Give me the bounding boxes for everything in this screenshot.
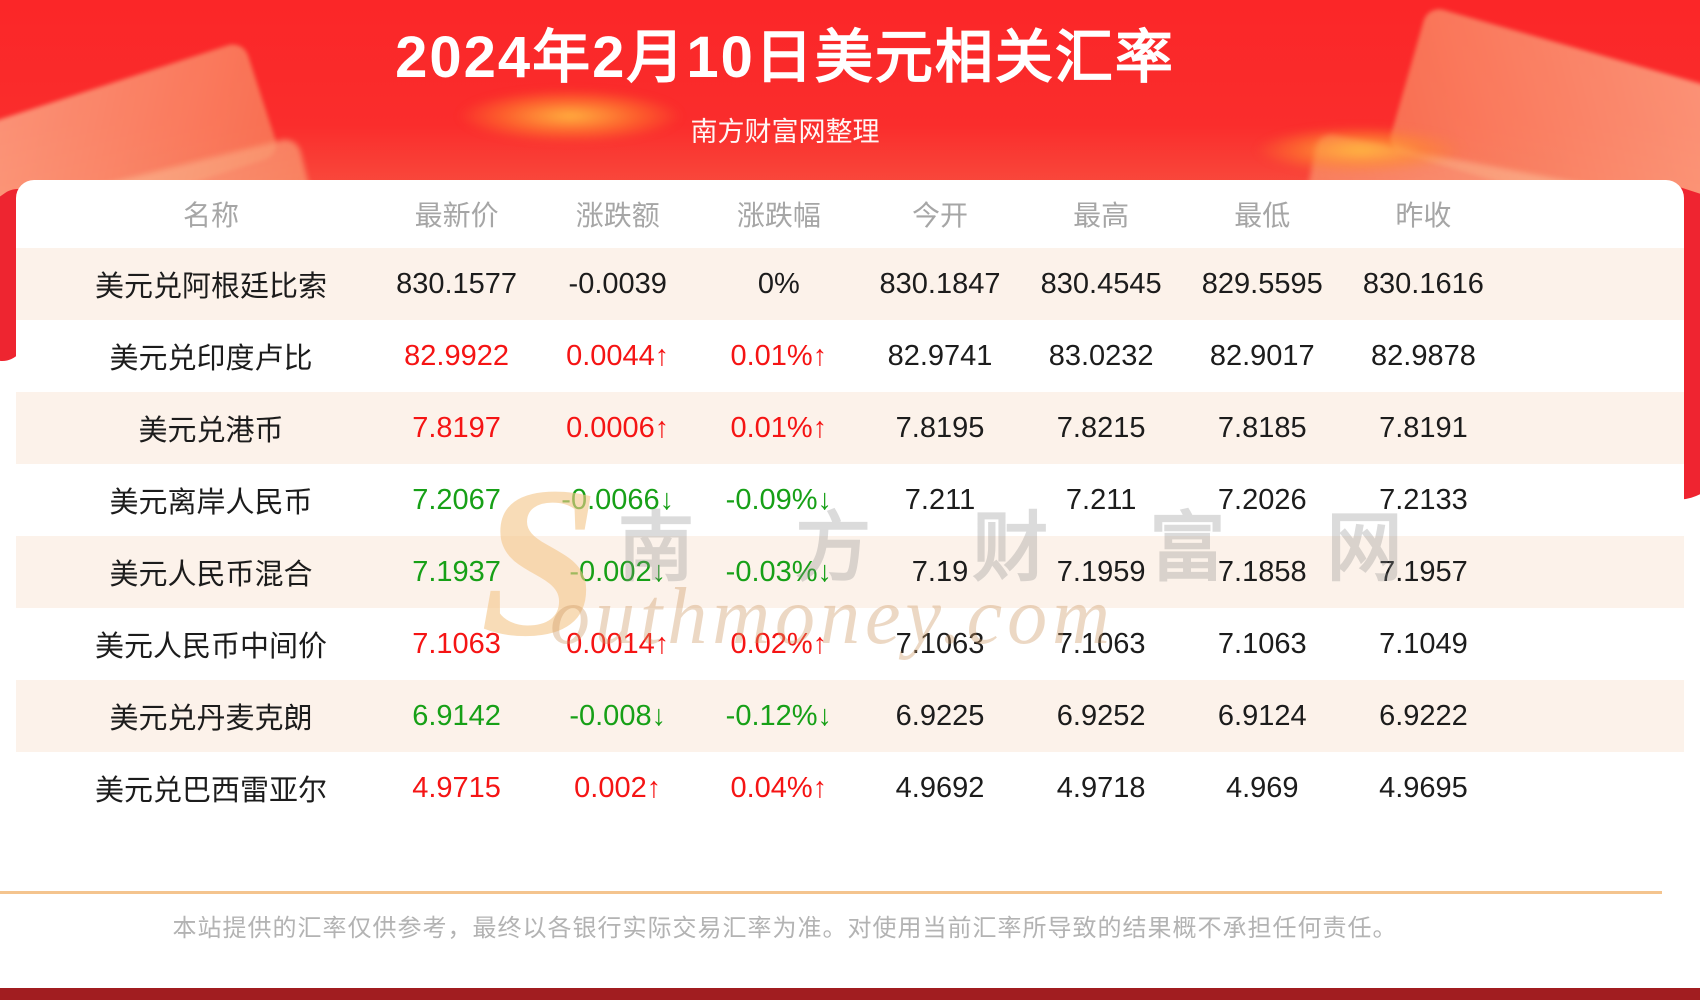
currency-pair-name: 美元兑丹麦克朗 (109, 703, 313, 735)
open-price: 7.19 (911, 555, 969, 588)
change-amount: 0.002↑ (574, 771, 662, 804)
currency-pair-name: 美元兑印度卢比 (109, 343, 313, 375)
high-price: 7.8215 (1056, 411, 1146, 444)
latest-price: 7.8197 (412, 411, 501, 444)
latest-price: 82.9922 (404, 339, 509, 372)
currency-pair-name: 美元人民币混合 (109, 559, 313, 591)
high-price: 7.1063 (1056, 627, 1146, 660)
banner-text: 2024年2月10日美元相关汇率 南方财富网整理 (0, 0, 1570, 149)
footer-divider-line (0, 891, 1662, 894)
currency-pair-name: 美元兑阿根廷比索 (94, 271, 327, 303)
column-header-high: 最高 (1073, 200, 1130, 231)
high-price: 83.0232 (1048, 339, 1154, 372)
column-header-change: 涨跌额 (575, 200, 660, 231)
change-percent: -0.09%↓ (725, 483, 833, 516)
currency-pair-name: 美元离岸人民币 (109, 487, 313, 519)
table-row: 美元兑丹麦克朗 6.9142 -0.008↓ -0.12%↓ 6.9225 6.… (16, 680, 1684, 752)
page-title: 2024年2月10日美元相关汇率 (395, 25, 1175, 90)
currency-pair-name: 美元兑港币 (138, 415, 284, 447)
rate-table-card: 名称 最新价 涨跌额 涨跌幅 今开 最高 最低 昨收 美元兑阿根廷比索 830.… (16, 180, 1684, 824)
currency-pair-name: 美元兑巴西雷亚尔 (94, 775, 327, 807)
table-row: 美元兑巴西雷亚尔 4.9715 0.002↑ 0.04%↑ 4.9692 4.9… (16, 752, 1684, 824)
low-price: 7.1063 (1217, 627, 1307, 660)
change-amount: 0.0014↑ (566, 627, 670, 660)
low-price: 7.1858 (1217, 555, 1307, 588)
table-row: 美元人民币混合 7.1937 -0.002↓ -0.03%↓ 7.19 7.19… (16, 536, 1684, 608)
prev-close-price: 7.1049 (1379, 627, 1468, 660)
prev-close-price: 7.2133 (1379, 483, 1468, 516)
open-price: 7.8195 (895, 411, 985, 444)
prev-close-price: 7.1957 (1379, 555, 1468, 588)
open-price: 4.9692 (895, 771, 985, 804)
page-subtitle: 南方财富网整理 (690, 117, 880, 147)
prev-close-price: 7.8191 (1379, 411, 1468, 444)
low-price: 829.5595 (1201, 267, 1323, 300)
column-header-prev-close: 昨收 (1395, 200, 1452, 231)
rate-table-body: 美元兑阿根廷比索 830.1577 -0.0039 0% 830.1847 83… (16, 248, 1684, 824)
column-header-change-pct: 涨跌幅 (736, 200, 821, 231)
low-price: 7.2026 (1217, 483, 1307, 516)
prev-close-price: 4.9695 (1379, 771, 1468, 804)
change-percent: 0.02%↑ (730, 627, 828, 660)
change-percent: -0.03%↓ (725, 555, 833, 588)
disclaimer-text: 本站提供的汇率仅供参考，最终以各银行实际交易汇率为准。对使用当前汇率所导致的结果… (172, 915, 1398, 942)
footer: 本站提供的汇率仅供参考，最终以各银行实际交易汇率为准。对使用当前汇率所导致的结果… (0, 908, 1570, 943)
low-price: 7.8185 (1217, 411, 1307, 444)
change-amount: 0.0006↑ (566, 411, 670, 444)
change-amount: -0.0039 (568, 267, 667, 300)
high-price: 7.1959 (1056, 555, 1146, 588)
column-header-open: 今开 (911, 200, 968, 231)
change-amount: -0.008↓ (569, 699, 667, 732)
change-percent: 0.01%↑ (730, 411, 828, 444)
latest-price: 7.1063 (412, 627, 501, 660)
table-row: 美元兑印度卢比 82.9922 0.0044↑ 0.01%↑ 82.9741 8… (16, 320, 1684, 392)
change-percent: 0% (757, 267, 800, 300)
rate-table-header: 名称 最新价 涨跌额 涨跌幅 今开 最高 最低 昨收 (16, 180, 1684, 248)
low-price: 4.969 (1225, 771, 1299, 804)
currency-pair-name: 美元人民币中间价 (94, 631, 327, 663)
change-amount: -0.002↓ (569, 555, 667, 588)
latest-price: 7.2067 (412, 483, 501, 516)
table-row: 美元兑港币 7.8197 0.0006↑ 0.01%↑ 7.8195 7.821… (16, 392, 1684, 464)
change-amount: 0.0044↑ (566, 339, 670, 372)
high-price: 7.211 (1065, 483, 1137, 516)
high-price: 830.4545 (1040, 267, 1162, 300)
change-percent: -0.12%↓ (725, 699, 833, 732)
column-header-low: 最低 (1234, 200, 1291, 231)
change-percent: 0.01%↑ (730, 339, 828, 372)
open-price: 6.9225 (895, 699, 985, 732)
table-row: 美元人民币中间价 7.1063 0.0014↑ 0.02%↑ 7.1063 7.… (16, 608, 1684, 680)
bottom-red-bar (0, 988, 1700, 1000)
column-header-latest: 最新价 (414, 200, 499, 231)
prev-close-price: 6.9222 (1379, 699, 1468, 732)
change-amount: -0.0066↓ (561, 483, 675, 516)
latest-price: 830.1577 (396, 267, 518, 300)
table-row: 美元兑阿根廷比索 830.1577 -0.0039 0% 830.1847 83… (16, 248, 1684, 320)
prev-close-price: 82.9878 (1371, 339, 1476, 372)
latest-price: 6.9142 (412, 699, 501, 732)
latest-price: 4.9715 (412, 771, 501, 804)
open-price: 7.211 (904, 483, 976, 516)
latest-price: 7.1937 (412, 555, 501, 588)
open-price: 82.9741 (887, 339, 993, 372)
column-header-name: 名称 (182, 200, 239, 231)
prev-close-price: 830.1616 (1362, 267, 1484, 300)
low-price: 82.9017 (1209, 339, 1315, 372)
high-price: 4.9718 (1056, 771, 1146, 804)
low-price: 6.9124 (1217, 699, 1307, 732)
high-price: 6.9252 (1056, 699, 1146, 732)
open-price: 830.1847 (879, 267, 1001, 300)
open-price: 7.1063 (895, 627, 985, 660)
change-percent: 0.04%↑ (730, 771, 828, 804)
table-row: 美元离岸人民币 7.2067 -0.0066↓ -0.09%↓ 7.211 7.… (16, 464, 1684, 536)
